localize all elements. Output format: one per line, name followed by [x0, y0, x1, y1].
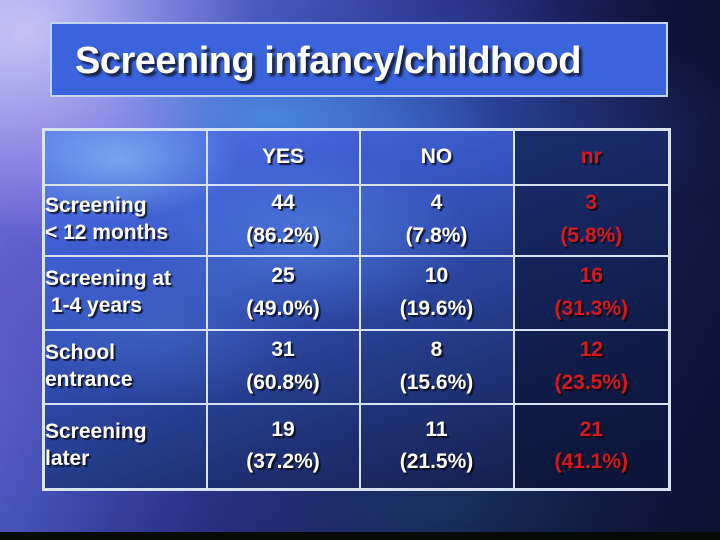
- no-cell: 11 (21.5%): [358, 402, 515, 491]
- screening-results-table: YES NO nr Screening < 12 months 44 (86.2…: [42, 128, 671, 491]
- no-count: 8: [430, 337, 443, 361]
- nr-cell: 12 (23.5%): [512, 328, 671, 405]
- row-label-line1: Screening at: [45, 266, 172, 290]
- no-percent: (15.6%): [399, 370, 474, 394]
- no-percent: (19.6%): [399, 296, 474, 320]
- row-label-line1: Screening: [45, 420, 147, 444]
- header-cell-yes: YES: [205, 128, 361, 186]
- row-label-line2: entrance: [45, 367, 133, 391]
- header-cell-nr: nr: [512, 128, 671, 186]
- nr-percent: (5.8%): [560, 224, 623, 247]
- table-row-screening-1-4-years: Screening at 1-4 years 25 (49.0%) 10 (19…: [42, 254, 671, 331]
- yes-count: 44: [271, 191, 295, 215]
- slide-title: Screening infancy/childhood: [75, 39, 581, 82]
- nr-percent: (41.1%): [554, 450, 629, 474]
- nr-count: 12: [579, 337, 603, 361]
- yes-cell: 19 (37.2%): [205, 402, 361, 491]
- yes-cell: 31 (60.8%): [205, 328, 361, 405]
- yes-percent: (86.2%): [246, 224, 320, 247]
- header-cell-no: NO: [358, 128, 515, 186]
- table-row-school-entrance: School entrance 31 (60.8%) 8 (15.6%) 12 …: [42, 328, 671, 405]
- yes-count: 19: [271, 417, 295, 441]
- nr-cell: 21 (41.1%): [512, 402, 671, 491]
- row-label-cell: School entrance: [42, 328, 208, 405]
- nr-percent: (31.3%): [554, 296, 629, 320]
- no-count: 11: [425, 417, 448, 441]
- row-label-line2: < 12 months: [45, 221, 169, 244]
- yes-percent: (49.0%): [246, 296, 320, 320]
- nr-count: 21: [579, 417, 603, 441]
- no-percent: (7.8%): [405, 224, 468, 247]
- nr-count: 16: [579, 263, 603, 287]
- yes-cell: 25 (49.0%): [205, 254, 361, 331]
- no-cell: 10 (19.6%): [358, 254, 515, 331]
- row-label-line2: 1-4 years: [45, 293, 142, 317]
- nr-cell: 16 (31.3%): [512, 254, 671, 331]
- row-label-cell: Screening at 1-4 years: [42, 254, 208, 331]
- nr-percent: (23.5%): [554, 370, 629, 394]
- row-label-line1: School: [45, 340, 116, 364]
- no-count: 4: [430, 191, 443, 215]
- row-label-line1: Screening: [45, 194, 147, 218]
- row-label-cell: Screening < 12 months: [42, 183, 208, 257]
- yes-count: 25: [271, 263, 295, 287]
- header-cell-blank: [42, 128, 208, 186]
- table-row-screening-later: Screening later 19 (37.2%) 11 (21.5%) 21…: [42, 402, 671, 491]
- nr-cell: 3 (5.8%): [512, 183, 671, 257]
- nr-count: 3: [585, 191, 598, 215]
- yes-percent: (60.8%): [246, 370, 320, 394]
- yes-cell: 44 (86.2%): [205, 183, 361, 257]
- table-row-screening-under-12-months: Screening < 12 months 44 (86.2%) 4 (7.8%…: [42, 183, 671, 257]
- no-cell: 4 (7.8%): [358, 183, 515, 257]
- row-label-line2: later: [45, 447, 90, 471]
- table-header-row: YES NO nr: [42, 128, 671, 186]
- slide-title-box: Screening infancy/childhood: [50, 22, 668, 97]
- bottom-letterbox-bar: [0, 532, 720, 540]
- row-label-cell: Screening later: [42, 402, 208, 491]
- no-cell: 8 (15.6%): [358, 328, 515, 405]
- yes-percent: (37.2%): [246, 450, 320, 474]
- no-percent: (21.5%): [399, 450, 474, 474]
- yes-count: 31: [271, 337, 295, 361]
- no-count: 10: [424, 263, 449, 287]
